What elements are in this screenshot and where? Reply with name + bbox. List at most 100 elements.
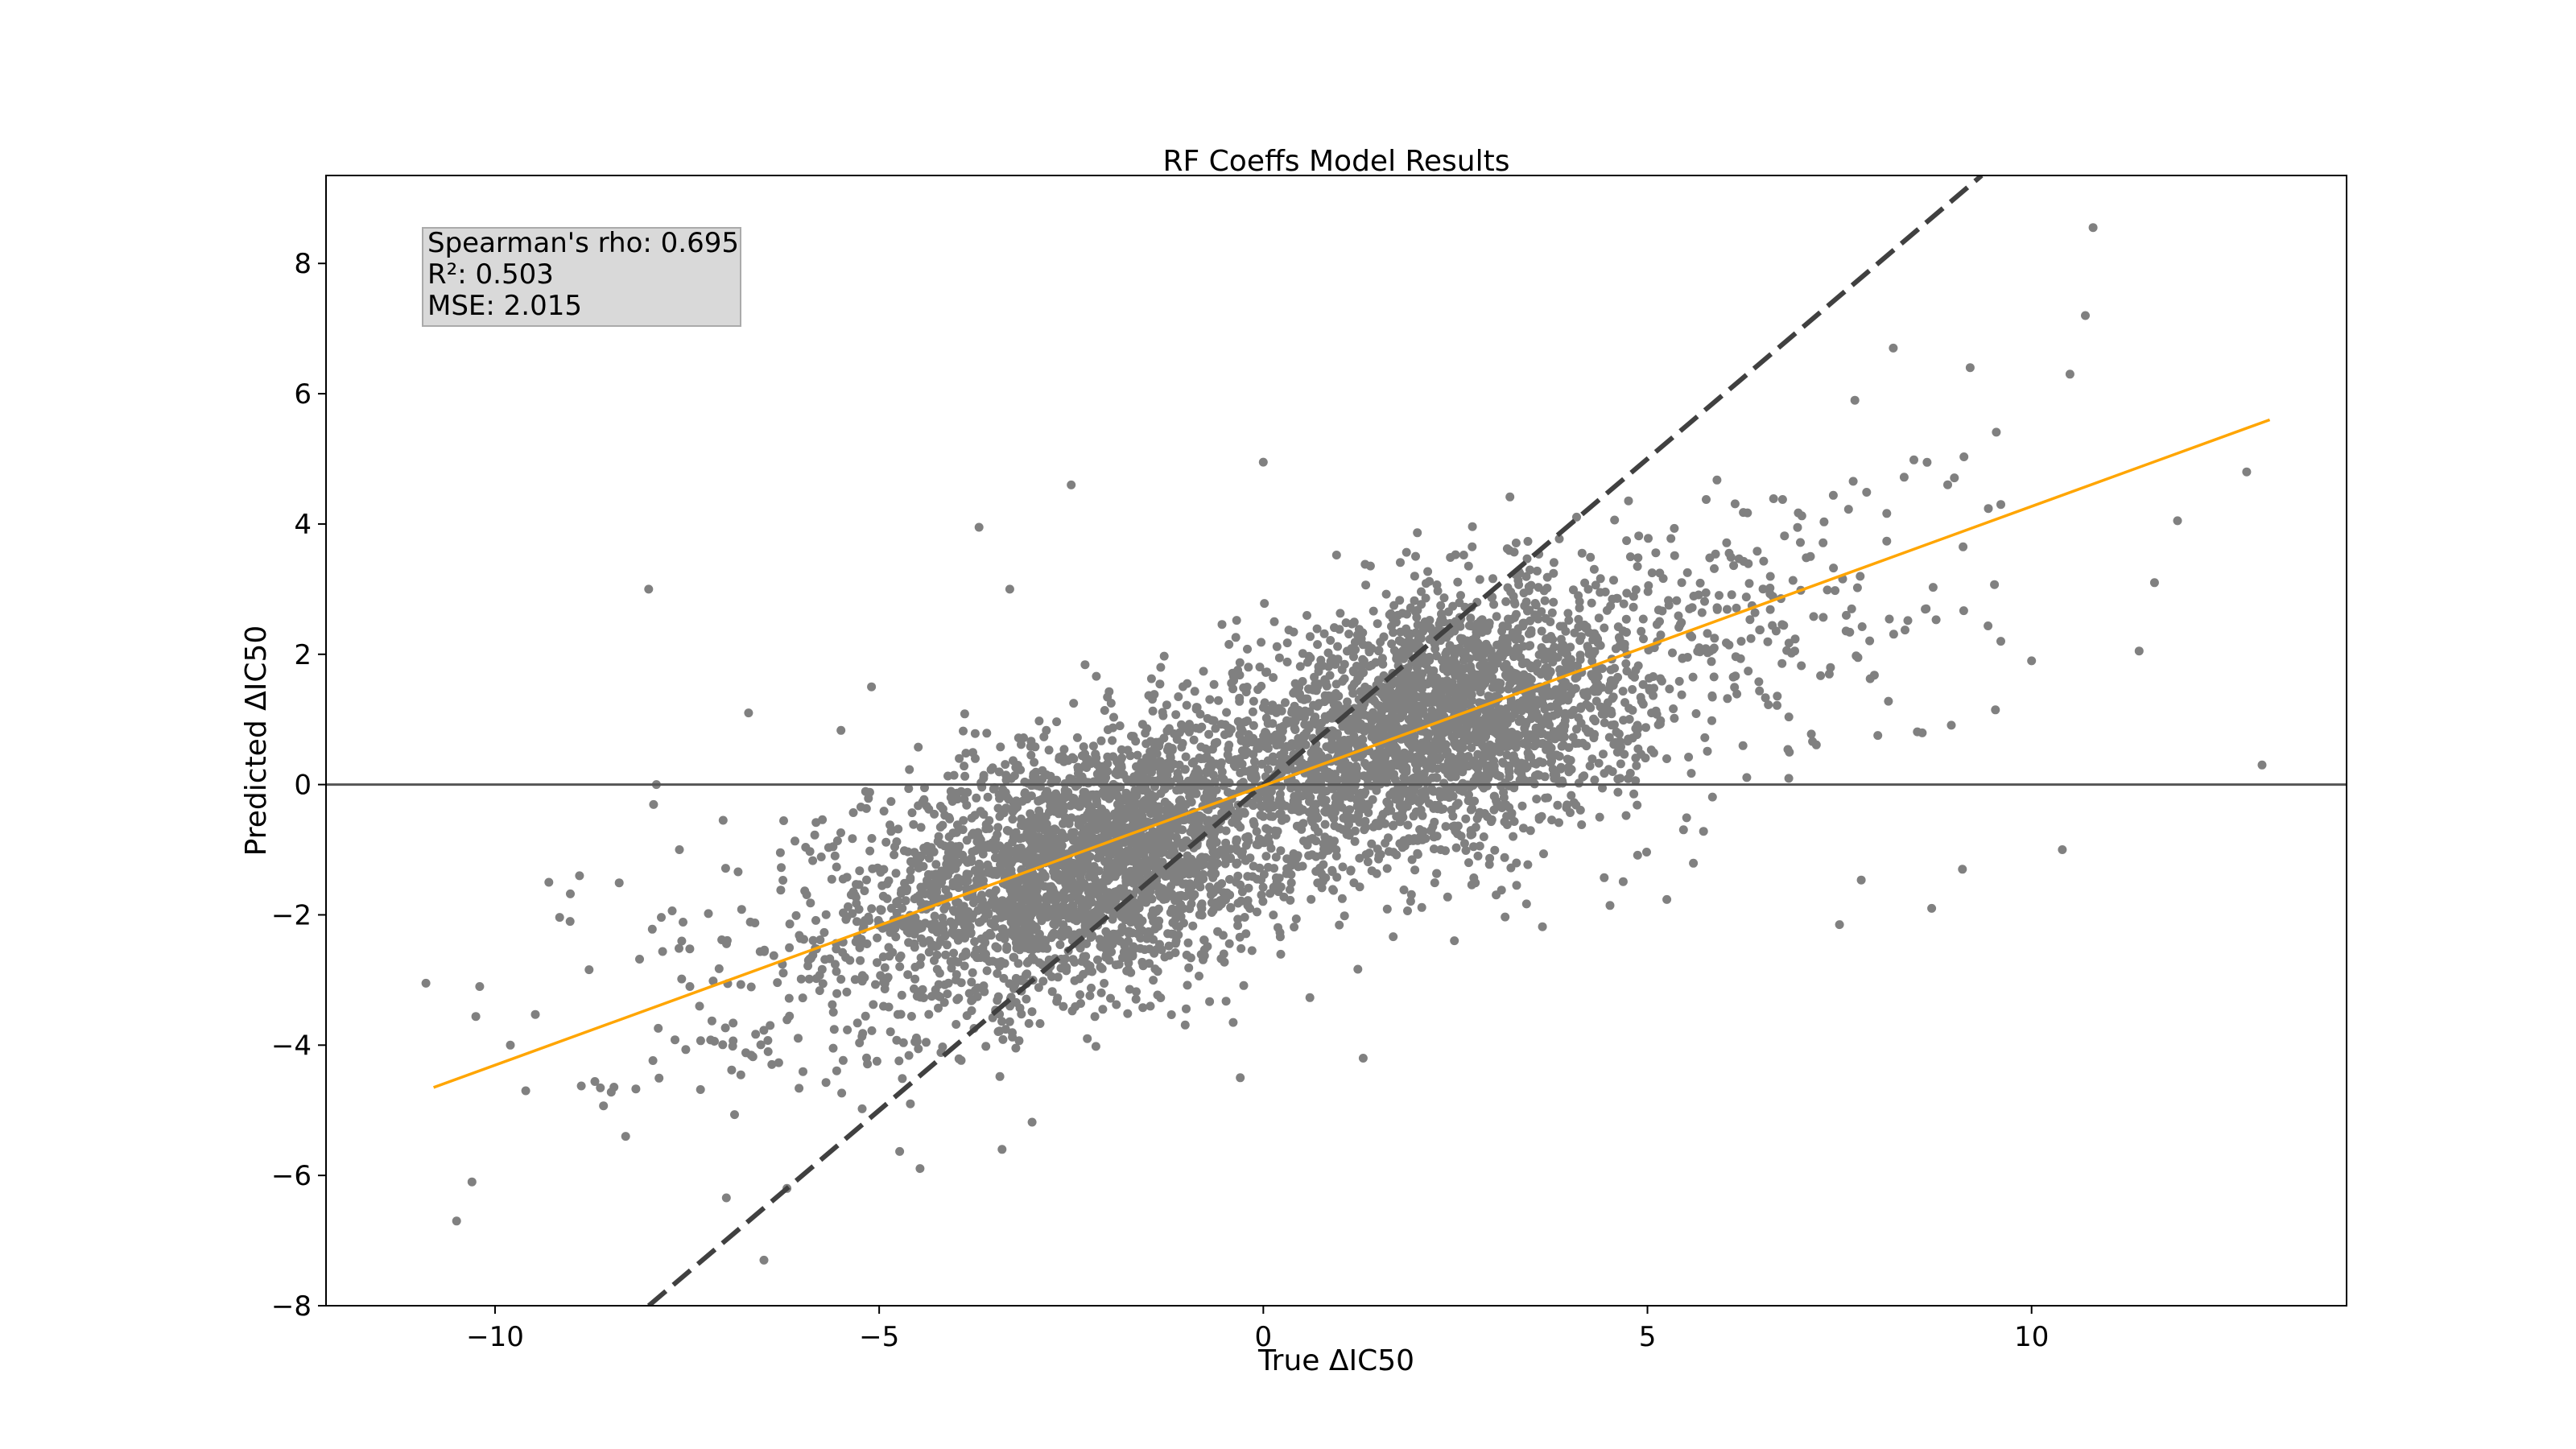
- scatter-point: [1199, 869, 1208, 879]
- scatter-point: [1633, 850, 1642, 860]
- scatter-point: [978, 984, 987, 993]
- scatter-point: [1093, 955, 1102, 964]
- scatter-point: [1103, 818, 1113, 828]
- scatter-point: [1459, 655, 1468, 665]
- scatter-point: [1410, 572, 1419, 581]
- scatter-point: [955, 841, 964, 851]
- scatter-point: [916, 953, 926, 963]
- scatter-point: [922, 1038, 931, 1047]
- scatter-point: [1360, 816, 1370, 826]
- scatter-point: [1069, 828, 1079, 837]
- scatter-point: [1541, 613, 1550, 623]
- scatter-point: [861, 1011, 870, 1021]
- scatter-point: [1261, 824, 1271, 833]
- scatter-point: [998, 924, 1008, 934]
- scatter-point: [1187, 854, 1196, 864]
- scatter-point: [1072, 733, 1082, 742]
- scatter-point: [1468, 542, 1477, 551]
- scatter-point: [1282, 854, 1292, 864]
- scatter-point: [894, 953, 904, 963]
- scatter-point: [1038, 976, 1048, 986]
- scatter-point: [1236, 880, 1245, 890]
- scatter-point: [1529, 700, 1538, 710]
- scatter-point: [1533, 728, 1542, 737]
- scatter-point: [936, 840, 946, 849]
- scatter-point: [1641, 723, 1650, 733]
- scatter-point: [1080, 660, 1090, 670]
- scatter-point: [1429, 832, 1439, 842]
- scatter-point: [1329, 886, 1338, 895]
- scatter-point: [1441, 649, 1451, 658]
- scatter-point: [1490, 845, 1500, 855]
- scatter-point: [1489, 600, 1499, 609]
- scatter-point: [1017, 814, 1026, 824]
- scatter-point: [1121, 906, 1131, 916]
- scatter-point: [871, 980, 880, 989]
- scatter-point: [1575, 603, 1584, 613]
- scatter-point: [1224, 723, 1233, 733]
- scatter-point: [949, 948, 959, 958]
- scatter-point: [1243, 644, 1252, 654]
- scatter-point: [993, 823, 1003, 832]
- scatter-point: [960, 921, 969, 931]
- scatter-point: [1062, 963, 1071, 972]
- scatter-point: [1144, 766, 1154, 775]
- scatter-point: [1216, 758, 1226, 767]
- scatter-point: [970, 865, 980, 875]
- scatter-point: [1406, 629, 1415, 638]
- scatter-point: [1136, 873, 1145, 883]
- scatter-point: [1180, 765, 1190, 774]
- scatter-point: [1557, 641, 1567, 650]
- scatter-point: [916, 823, 926, 832]
- scatter-point: [1079, 813, 1088, 823]
- scatter-point: [892, 908, 902, 918]
- scatter-point: [1525, 826, 1535, 836]
- scatter-point: [941, 950, 951, 960]
- scatter-point: [1076, 862, 1086, 872]
- scatter-point: [1459, 551, 1468, 559]
- scatter-point: [1002, 942, 1012, 952]
- scatter-point: [1163, 929, 1173, 939]
- scatter-point: [1321, 678, 1331, 687]
- scatter-point: [1312, 624, 1322, 634]
- scatter-point: [1597, 709, 1607, 719]
- scatter-point: [967, 1006, 976, 1015]
- scatter-point: [1239, 980, 1249, 990]
- scatter-point: [1221, 838, 1231, 848]
- scatter-point: [1501, 912, 1510, 922]
- scatter-point: [1167, 848, 1176, 857]
- scatter-point: [1523, 860, 1533, 869]
- scatter-point: [1024, 828, 1034, 837]
- scatter-point: [1253, 907, 1261, 917]
- scatter-point: [1106, 993, 1115, 1003]
- scatter-point: [1131, 866, 1141, 876]
- scatter-point: [808, 856, 818, 865]
- scatter-point: [1304, 788, 1313, 798]
- scatter-point: [865, 916, 874, 925]
- scatter-point: [737, 905, 746, 914]
- scatter-point: [1549, 597, 1558, 607]
- scatter-point: [1479, 751, 1488, 761]
- scatter-point: [1122, 966, 1132, 976]
- scatter-point: [1468, 522, 1477, 531]
- scatter-point: [931, 860, 941, 869]
- scatter-point: [1199, 794, 1209, 803]
- scatter-point: [952, 1020, 961, 1029]
- scatter-point: [1034, 716, 1044, 726]
- scatter-point: [1269, 910, 1278, 920]
- scatter-point: [1532, 795, 1542, 804]
- scatter-point: [1208, 835, 1217, 844]
- scatter-point: [1222, 708, 1232, 717]
- scatter-point: [1208, 847, 1218, 857]
- scatter-point: [1632, 761, 1641, 770]
- scatter-point: [1026, 741, 1035, 751]
- scatter-point: [880, 985, 890, 993]
- scatter-point: [1100, 706, 1109, 715]
- scatter-point: [1275, 932, 1285, 942]
- scatter-point: [848, 808, 858, 817]
- scatter-point: [1201, 744, 1211, 753]
- scatter-point: [1263, 862, 1273, 872]
- scatter-point: [1235, 693, 1245, 703]
- scatter-point: [1061, 874, 1071, 884]
- scatter-point: [1406, 890, 1416, 899]
